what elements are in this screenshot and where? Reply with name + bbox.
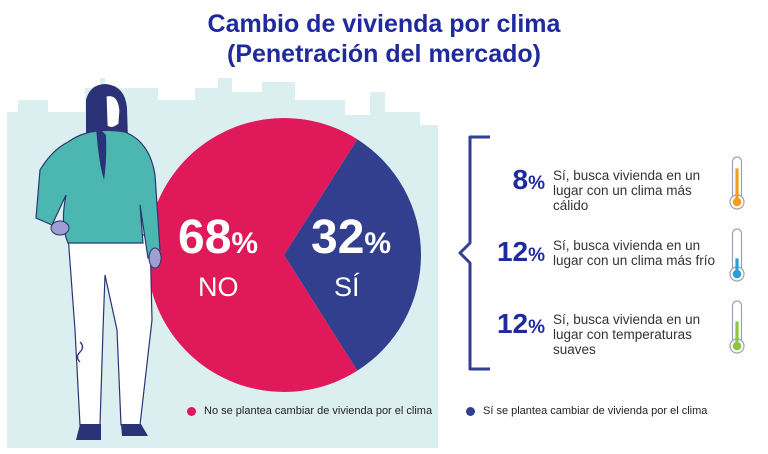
breakdown-value-cold: 12%: [496, 236, 545, 267]
thermometer-column: [735, 168, 739, 201]
chart-subtitle: (Penetración del mercado): [227, 40, 541, 68]
no-category-label: NO: [198, 272, 239, 302]
legend-label-no: No se plantea cambiar de vivienda por el…: [204, 405, 433, 417]
no-value-label: 68%: [178, 211, 259, 264]
thermometer-bulb-fill: [732, 269, 742, 279]
breakdown-text-warm: Sí, busca vivienda en un lugar con un cl…: [553, 168, 701, 213]
chart-title: Cambio de vivienda por clima: [207, 10, 561, 38]
thermometer-column: [735, 321, 739, 345]
pie-chart: [147, 117, 422, 392]
breakdown-text-cold: Sí, busca vivienda en un lugar con un cl…: [553, 238, 716, 268]
breakdown-bracket: [458, 135, 490, 371]
legend-item-si: Sí se plantea cambiar de vivienda por el…: [466, 405, 707, 417]
thermometer-column: [735, 258, 739, 273]
si-value-label: 32%: [311, 211, 392, 264]
thermometer-warm-icon: [729, 156, 745, 210]
thermometer-bulb-fill: [732, 341, 742, 351]
thermometer-mild-icon: [729, 300, 745, 354]
legend-dot-si: [466, 406, 475, 416]
pie-slice-si: [284, 139, 422, 371]
breakdown-value-mild: 12%: [496, 308, 545, 339]
legend-label-si: Sí se plantea cambiar de vivienda por el…: [483, 405, 708, 417]
pie-slice-no: [147, 117, 358, 392]
breakdown-value-warm: 8%: [512, 164, 545, 195]
thermometer-cold-icon: [729, 228, 745, 282]
legend-dot-no: [187, 406, 196, 416]
thermometer-bulb-fill: [732, 197, 742, 207]
legend-item-no: No se plantea cambiar de vivienda por el…: [187, 405, 432, 417]
breakdown-text-mild: Sí, busca vivienda en un lugar con tempe…: [553, 312, 701, 357]
si-category-label: SÍ: [334, 272, 360, 302]
woman-illustration: [35, 84, 162, 440]
